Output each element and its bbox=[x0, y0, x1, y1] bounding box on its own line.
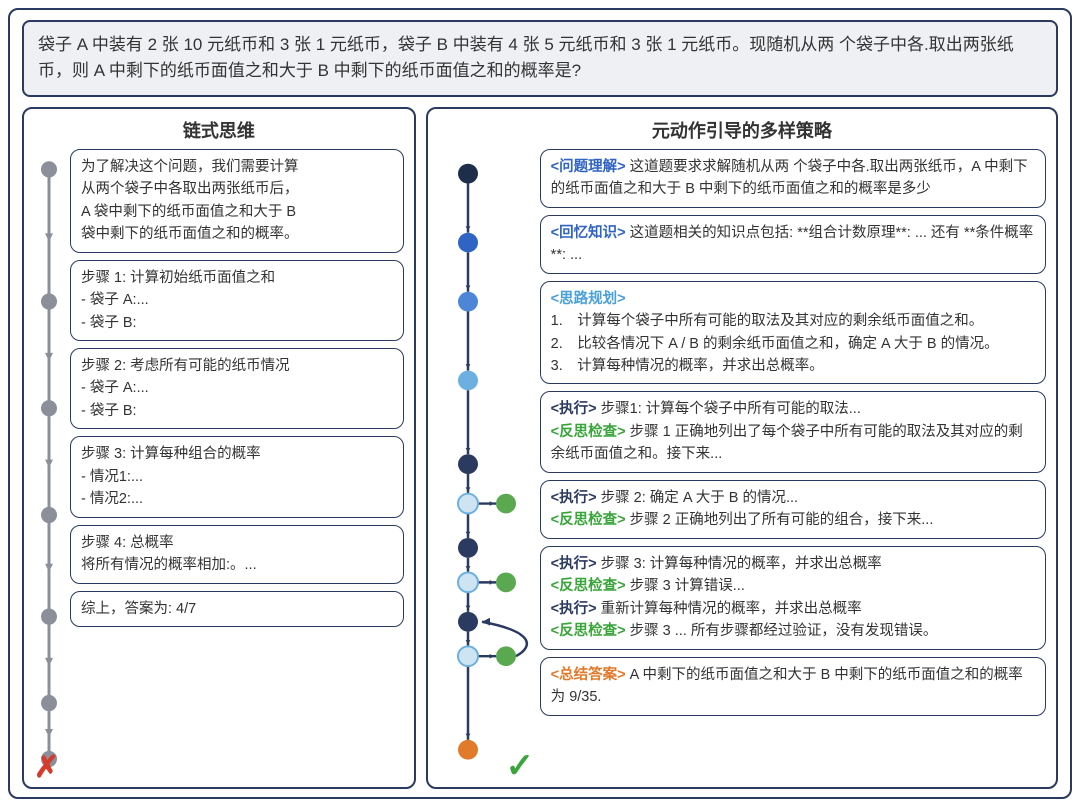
left-step-box: 综上，答案为: 4/7 bbox=[70, 591, 404, 627]
right-step-text: 步骤 2: 确定 A 大于 B 的情况... bbox=[597, 490, 798, 506]
right-rail bbox=[438, 149, 534, 779]
meta-action-tag: <思路规划> bbox=[551, 291, 626, 307]
check-icon: ✓ bbox=[506, 749, 535, 783]
right-step-text: 步骤 3 ... 所有步骤都经过验证，没有发现错误。 bbox=[626, 623, 938, 639]
right-step-box: <回忆知识> 这道题相关的知识点包括: **组合计数原理**: ... 还有 *… bbox=[540, 215, 1046, 274]
columns: 链式思维 为了解决这个问题，我们需要计算从两个袋子中各取出两张纸币后，A 袋中剩… bbox=[22, 107, 1058, 789]
right-step-box: <执行> 步骤 2: 确定 A 大于 B 的情况... <反思检查> 步骤 2 正… bbox=[540, 480, 1046, 539]
right-step-text: 步骤 3 计算错误... bbox=[626, 578, 745, 594]
meta-action-tag: <问题理解> bbox=[551, 159, 626, 175]
right-step-box: <执行> 步骤 3: 计算每种情况的概率，并求出总概率 <反思检查> 步骤 3 计… bbox=[540, 546, 1046, 650]
left-step-line: 步骤 4: 总概率 bbox=[81, 532, 393, 554]
meta-action-tag: <反思检查> bbox=[551, 424, 626, 440]
meta-action-tag: <执行> bbox=[551, 601, 597, 617]
left-step-line: A 袋中剩下的纸币面值之和大于 B bbox=[81, 201, 393, 223]
meta-action-tag: <总结答案> bbox=[551, 667, 626, 683]
question-text: 袋子 A 中装有 2 张 10 元纸币和 3 张 1 元纸币，袋子 B 中装有 … bbox=[38, 35, 1014, 80]
right-step-line: 3. 计算每种情况的概率，并求出总概率。 bbox=[551, 355, 1035, 377]
cross-icon: ✗ bbox=[34, 753, 59, 783]
right-step-text: 重新计算每种情况的概率，并求出总概率 bbox=[597, 601, 862, 617]
meta-action-tag: <反思检查> bbox=[551, 578, 626, 594]
meta-action-tag: <执行> bbox=[551, 401, 597, 417]
right-step-text: 步骤 3: 计算每种情况的概率，并求出总概率 bbox=[597, 556, 882, 572]
right-column: 元动作引导的多样策略 <问题理解> 这道题要求求解随机从两 个袋子中各.取出两张… bbox=[426, 107, 1058, 789]
left-step-line: 从两个袋子中各取出两张纸币后， bbox=[81, 178, 393, 200]
left-step-box: 步骤 4: 总概率将所有情况的概率相加:。... bbox=[70, 525, 404, 584]
left-step-line: 袋中剩下的纸币面值之和的概率。 bbox=[81, 223, 393, 245]
meta-action-tag: <执行> bbox=[551, 490, 597, 506]
right-title: 元动作引导的多样策略 bbox=[438, 117, 1046, 143]
left-step-box: 步骤 3: 计算每种组合的概率- 情况1:...- 情况2:... bbox=[70, 436, 404, 517]
right-step-text: 步骤 2 正确地列出了所有可能的组合，接下来... bbox=[626, 512, 934, 528]
left-step-line: 步骤 2: 考虑所有可能的纸币情况 bbox=[81, 355, 393, 377]
left-step-line: 综上，答案为: 4/7 bbox=[81, 598, 393, 620]
left-step-line: 为了解决这个问题，我们需要计算 bbox=[81, 156, 393, 178]
meta-action-tag: <反思检查> bbox=[551, 623, 626, 639]
left-step-line: - 情况1:... bbox=[81, 466, 393, 488]
left-step-line: - 袋子 B: bbox=[81, 400, 393, 422]
meta-action-tag: <执行> bbox=[551, 556, 597, 572]
right-step-box: <思路规划> 1. 计算每个袋子中所有可能的取法及其对应的剩余纸币面值之和。2. … bbox=[540, 281, 1046, 385]
left-step-line: - 袋子 B: bbox=[81, 312, 393, 334]
right-step-text: 步骤1: 计算每个袋子中所有可能的取法... bbox=[597, 401, 861, 417]
right-step-line: 2. 比较各情况下 A / B 的剩余纸币面值之和，确定 A 大于 B 的情况。 bbox=[551, 333, 1035, 355]
left-step-line: - 情况2:... bbox=[81, 488, 393, 510]
left-step-line: - 袋子 A:... bbox=[81, 377, 393, 399]
left-boxes: 为了解决这个问题，我们需要计算从两个袋子中各取出两张纸币后，A 袋中剩下的纸币面… bbox=[70, 149, 404, 779]
left-step-line: 将所有情况的概率相加:。... bbox=[81, 554, 393, 576]
left-title: 链式思维 bbox=[34, 117, 404, 143]
left-step-line: - 袋子 A:... bbox=[81, 289, 393, 311]
meta-action-tag: <反思检查> bbox=[551, 512, 626, 528]
right-step-box: <总结答案> A 中剩下的纸币面值之和大于 B 中剩下的纸币面值之和的概率为 9… bbox=[540, 657, 1046, 716]
question-box: 袋子 A 中装有 2 张 10 元纸币和 3 张 1 元纸币，袋子 B 中装有 … bbox=[22, 20, 1058, 97]
right-boxes: <问题理解> 这道题要求求解随机从两 个袋子中各.取出两张纸币，A 中剩下的纸币… bbox=[540, 149, 1046, 779]
left-step-box: 步骤 2: 考虑所有可能的纸币情况- 袋子 A:...- 袋子 B: bbox=[70, 348, 404, 429]
left-step-box: 为了解决这个问题，我们需要计算从两个袋子中各取出两张纸币后，A 袋中剩下的纸币面… bbox=[70, 149, 404, 253]
left-column: 链式思维 为了解决这个问题，我们需要计算从两个袋子中各取出两张纸币后，A 袋中剩… bbox=[22, 107, 416, 789]
right-step-box: <问题理解> 这道题要求求解随机从两 个袋子中各.取出两张纸币，A 中剩下的纸币… bbox=[540, 149, 1046, 208]
left-step-box: 步骤 1: 计算初始纸币面值之和- 袋子 A:...- 袋子 B: bbox=[70, 260, 404, 341]
left-step-line: 步骤 3: 计算每种组合的概率 bbox=[81, 443, 393, 465]
left-rail bbox=[34, 149, 64, 779]
left-step-line: 步骤 1: 计算初始纸币面值之和 bbox=[81, 267, 393, 289]
diagram-frame: 袋子 A 中装有 2 张 10 元纸币和 3 张 1 元纸币，袋子 B 中装有 … bbox=[8, 8, 1072, 799]
right-step-line: 1. 计算每个袋子中所有可能的取法及其对应的剩余纸币面值之和。 bbox=[551, 310, 1035, 332]
right-step-box: <执行> 步骤1: 计算每个袋子中所有可能的取法...<反思检查> 步骤 1 正… bbox=[540, 391, 1046, 472]
meta-action-tag: <回忆知识> bbox=[551, 225, 626, 241]
